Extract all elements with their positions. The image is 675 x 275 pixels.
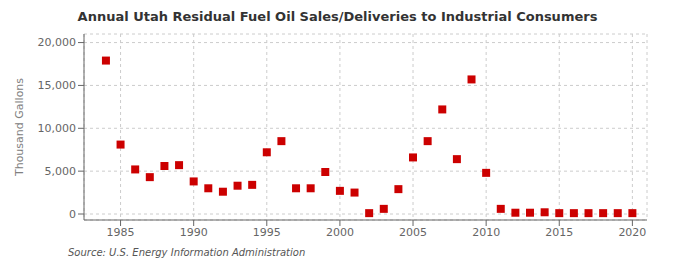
html-text:Annual Utah Residual Fuel Oil: Annual Utah Residual Fuel Oil Sales/Deli…	[77, 9, 598, 24]
svg-text:2015: 2015	[545, 226, 573, 239]
svg-text:5,000: 5,000	[45, 165, 77, 178]
html-text:Source: U.S. Energy Informatio: Source: U.S. Energy Information Administ…	[68, 247, 306, 258]
svg-text:1995: 1995	[253, 226, 281, 239]
svg-text:2005: 2005	[399, 226, 427, 239]
svg-text:15,000: 15,000	[38, 79, 77, 92]
svg-text:1990: 1990	[180, 226, 208, 239]
svg-text:1985: 1985	[107, 226, 135, 239]
svg-text:20,000: 20,000	[38, 36, 77, 49]
svg-text:2000: 2000	[326, 226, 354, 239]
svg-text:10,000: 10,000	[38, 122, 77, 135]
svg-text:0: 0	[69, 208, 76, 221]
svg-text:Thousand Gallons: Thousand Gallons	[13, 78, 26, 177]
svg-text:2010: 2010	[472, 226, 500, 239]
svg-text:2020: 2020	[618, 226, 646, 239]
